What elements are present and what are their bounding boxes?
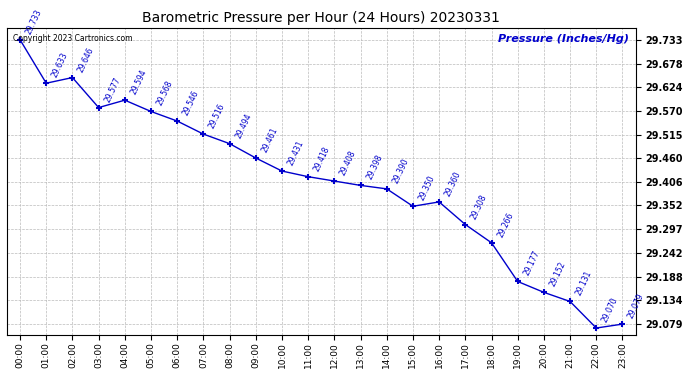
Text: 29.577: 29.577 bbox=[103, 75, 122, 104]
Title: Barometric Pressure per Hour (24 Hours) 20230331: Barometric Pressure per Hour (24 Hours) … bbox=[142, 11, 500, 26]
Text: 29.494: 29.494 bbox=[234, 111, 253, 140]
Text: 29.390: 29.390 bbox=[391, 157, 411, 185]
Text: 29.546: 29.546 bbox=[181, 89, 201, 117]
Text: 29.568: 29.568 bbox=[155, 80, 175, 107]
Text: Pressure (Inches/Hg): Pressure (Inches/Hg) bbox=[498, 34, 629, 44]
Text: 29.360: 29.360 bbox=[443, 170, 463, 198]
Text: 29.418: 29.418 bbox=[313, 145, 332, 172]
Text: 29.079: 29.079 bbox=[627, 292, 646, 320]
Text: 29.152: 29.152 bbox=[548, 261, 567, 288]
Text: 29.733: 29.733 bbox=[24, 8, 43, 36]
Text: 29.350: 29.350 bbox=[417, 174, 437, 202]
Text: 29.461: 29.461 bbox=[260, 126, 279, 154]
Text: 29.646: 29.646 bbox=[77, 45, 96, 74]
Text: 29.516: 29.516 bbox=[208, 102, 227, 130]
Text: 29.408: 29.408 bbox=[339, 149, 358, 177]
Text: 29.633: 29.633 bbox=[50, 51, 70, 79]
Text: 29.308: 29.308 bbox=[469, 192, 489, 220]
Text: Copyright 2023 Cartronics.com: Copyright 2023 Cartronics.com bbox=[13, 34, 132, 43]
Text: 29.177: 29.177 bbox=[522, 249, 541, 278]
Text: 29.131: 29.131 bbox=[574, 270, 593, 297]
Text: 29.431: 29.431 bbox=[286, 139, 306, 167]
Text: 29.266: 29.266 bbox=[495, 211, 515, 238]
Text: 29.070: 29.070 bbox=[600, 296, 620, 324]
Text: 29.594: 29.594 bbox=[129, 68, 148, 96]
Text: 29.398: 29.398 bbox=[365, 153, 384, 181]
